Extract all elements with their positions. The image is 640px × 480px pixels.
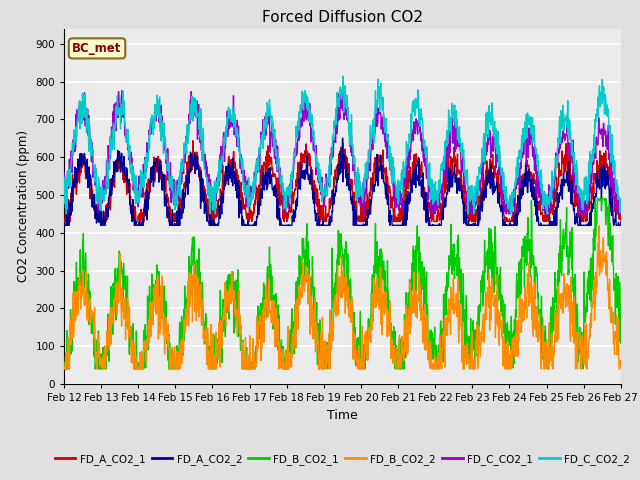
X-axis label: Time: Time <box>327 408 358 421</box>
Title: Forced Diffusion CO2: Forced Diffusion CO2 <box>262 10 423 25</box>
Text: BC_met: BC_met <box>72 42 122 55</box>
Legend: FD_A_CO2_1, FD_A_CO2_2, FD_B_CO2_1, FD_B_CO2_2, FD_C_CO2_1, FD_C_CO2_2: FD_A_CO2_1, FD_A_CO2_2, FD_B_CO2_1, FD_B… <box>51 450 634 469</box>
Y-axis label: CO2 Concentration (ppm): CO2 Concentration (ppm) <box>17 131 30 282</box>
